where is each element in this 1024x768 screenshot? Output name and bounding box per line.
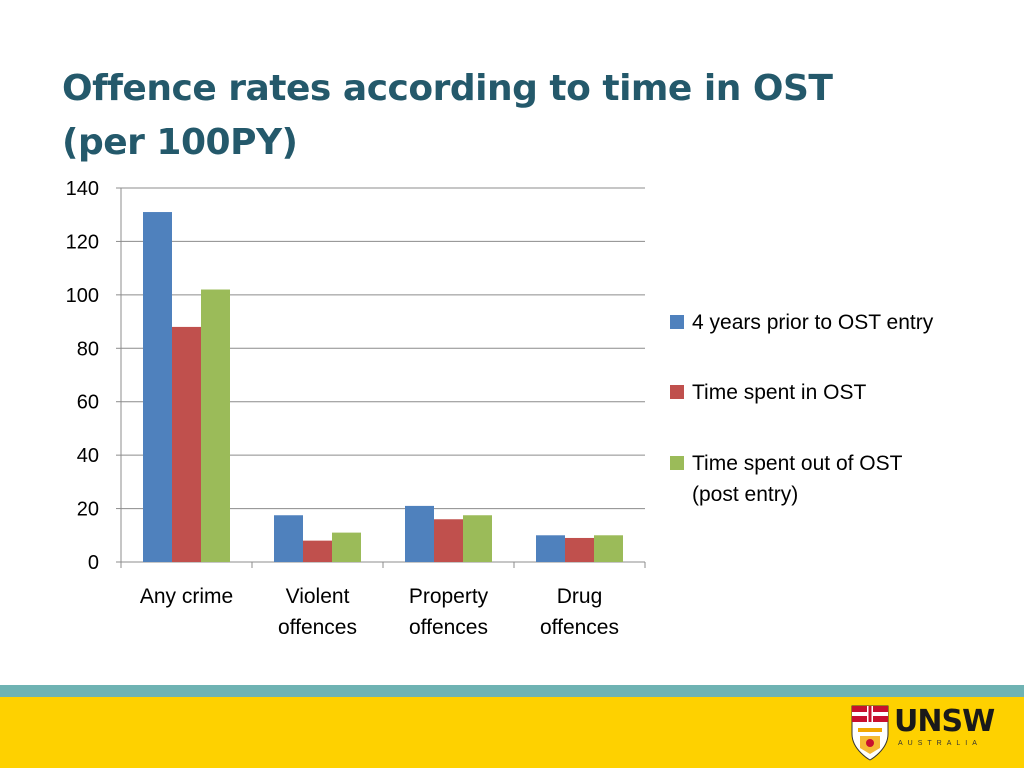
bar xyxy=(565,537,594,562)
legend-swatch xyxy=(670,456,684,470)
legend-swatch xyxy=(670,385,684,399)
footer-band xyxy=(0,685,1024,697)
y-tick-label: 0 xyxy=(88,552,99,574)
y-tick-label: 140 xyxy=(66,178,99,200)
x-tick-label-line: Property xyxy=(409,585,489,608)
legend-entry: Time spent in OST xyxy=(692,381,866,404)
unsw-logo: UNSW AUSTRALIA xyxy=(850,702,1010,764)
bar xyxy=(594,535,623,562)
x-tick-label-line: offences xyxy=(278,616,357,639)
legend-swatch xyxy=(670,315,684,329)
bar xyxy=(332,532,361,562)
x-tick-label: Drug offences xyxy=(540,585,619,639)
bar-chart: 0 20 40 60 80 100 120 140 Any crime Violent offenc… xyxy=(66,178,934,639)
bar xyxy=(434,519,463,562)
legend-entry-line: Time spent out of OST xyxy=(692,452,903,475)
x-tick-label-line: offences xyxy=(409,616,488,639)
logo-wordmark: UNSW xyxy=(894,704,995,739)
x-tick-label-line: Drug xyxy=(557,585,603,608)
y-tick-label: 40 xyxy=(77,445,99,467)
x-tick-label-line: Any crime xyxy=(140,585,233,608)
x-tick-label: Any crime xyxy=(140,585,233,608)
bar xyxy=(536,535,565,562)
unsw-crest-icon xyxy=(851,705,889,761)
bar xyxy=(201,289,230,562)
y-tick-label: 60 xyxy=(77,392,99,414)
y-tick-label: 100 xyxy=(66,285,99,307)
slide-title: Offence rates according to time in OST (… xyxy=(62,68,833,163)
bar xyxy=(405,505,434,562)
legend-entry: 4 years prior to OST entry xyxy=(692,311,934,334)
logo-subtitle: AUSTRALIA xyxy=(898,740,982,747)
legend-entry: Time spent out of OST (post entry) xyxy=(692,452,903,506)
bar xyxy=(143,212,172,563)
y-tick-label: 20 xyxy=(77,499,99,521)
x-tick-label: Violent offences xyxy=(278,585,357,639)
x-tick-label-line: Violent xyxy=(286,585,350,608)
bar xyxy=(172,326,201,562)
y-tick-label: 80 xyxy=(77,338,99,360)
x-tick-label: Property offences xyxy=(409,585,489,639)
bar xyxy=(274,515,303,562)
bar xyxy=(303,540,332,562)
x-tick-label-line: offences xyxy=(540,616,619,639)
legend-entry-line: (post entry) xyxy=(692,483,798,506)
bar xyxy=(463,515,492,562)
y-tick-label: 120 xyxy=(66,231,99,253)
